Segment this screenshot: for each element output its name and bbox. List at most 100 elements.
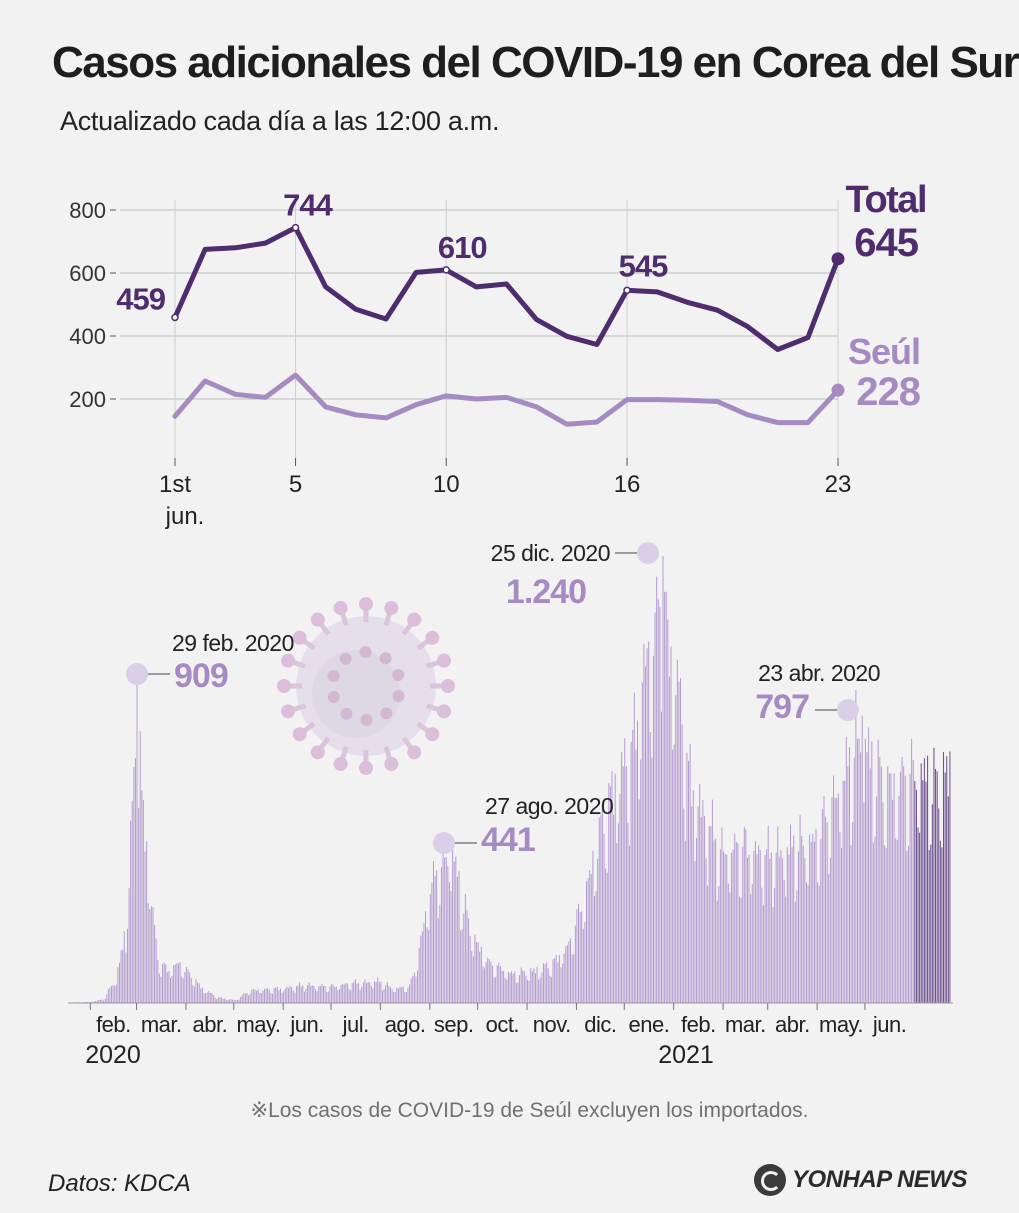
end-point-seoul — [831, 383, 845, 397]
bar — [716, 900, 718, 1003]
bar — [514, 971, 516, 1003]
bar — [283, 991, 285, 1003]
bar — [468, 918, 470, 1003]
bar — [643, 643, 645, 1003]
bar — [624, 738, 626, 1003]
bar — [460, 930, 462, 1003]
month-label: may. — [819, 1012, 863, 1037]
bar — [107, 989, 109, 1003]
bar — [836, 797, 838, 1003]
bar — [337, 990, 339, 1003]
bar — [385, 985, 387, 1003]
top-x-axis: 1st jun. 5 10 16 23 — [159, 200, 851, 530]
bar — [327, 991, 329, 1003]
bar — [746, 857, 748, 1003]
peak-value: 1.240 — [506, 573, 586, 611]
virus-spike-tip — [436, 653, 451, 668]
bar — [150, 906, 152, 1003]
bar — [163, 962, 165, 1003]
bar — [335, 986, 337, 1003]
bar — [547, 968, 549, 1003]
bar — [378, 982, 380, 1003]
bar — [216, 999, 218, 1003]
bar — [224, 998, 226, 1003]
bar — [670, 646, 672, 1003]
y-tick-label: 800 — [69, 198, 106, 223]
bar — [171, 975, 173, 1003]
bar — [203, 993, 205, 1003]
bar — [340, 985, 342, 1003]
bar — [571, 954, 573, 1003]
bar — [453, 861, 455, 1003]
bar — [702, 800, 704, 1003]
bar — [922, 780, 924, 1003]
bar — [509, 973, 511, 1003]
bar — [578, 903, 580, 1003]
bar — [531, 971, 533, 1003]
bar — [665, 591, 667, 1003]
bar — [622, 766, 624, 1003]
bar — [302, 985, 304, 1003]
bar — [243, 993, 245, 1003]
bar — [305, 989, 307, 1003]
bar — [831, 797, 833, 1003]
month-label: may. — [236, 1012, 280, 1037]
bar — [181, 976, 183, 1003]
bar — [794, 901, 796, 1003]
bar — [276, 986, 278, 1003]
bar — [209, 992, 211, 1003]
bar — [104, 998, 106, 1003]
bar — [700, 817, 702, 1003]
bar — [678, 682, 680, 1003]
bar — [821, 809, 823, 1003]
bar — [766, 849, 768, 1003]
bar — [485, 962, 487, 1003]
bar — [477, 942, 479, 1003]
bar — [275, 987, 277, 1003]
bar — [366, 983, 368, 1003]
bar — [436, 870, 438, 1003]
bar — [887, 766, 889, 1003]
bar — [748, 855, 750, 1003]
bar — [308, 982, 310, 1003]
bar — [774, 887, 776, 1003]
bar — [425, 911, 427, 1003]
bar — [582, 928, 584, 1003]
month-label: jun. — [289, 1012, 323, 1037]
bar — [649, 732, 651, 1003]
bar — [418, 947, 420, 1003]
bar — [166, 972, 168, 1003]
bar — [689, 744, 691, 1003]
bar — [219, 997, 221, 1003]
footnote: ※Los casos de COVID-19 de Seúl excluyen … — [250, 1099, 809, 1122]
bar — [434, 876, 436, 1003]
bar — [297, 985, 299, 1003]
bar — [818, 885, 820, 1003]
bar — [134, 757, 136, 1003]
month-label: jun. — [872, 1012, 906, 1037]
bar — [758, 845, 760, 1003]
bar — [179, 961, 181, 1003]
bar — [506, 979, 508, 1003]
bar — [858, 738, 860, 1003]
bar — [265, 988, 267, 1003]
bar — [496, 965, 498, 1003]
bar — [829, 857, 831, 1003]
bar — [675, 695, 677, 1003]
bar — [813, 841, 815, 1003]
month-label: oct. — [486, 1012, 519, 1037]
bar — [621, 752, 623, 1003]
bar — [442, 835, 444, 1003]
virus-dot — [380, 707, 393, 720]
month-label: jul. — [342, 1012, 369, 1037]
bar — [103, 1000, 105, 1003]
bar — [880, 766, 882, 1003]
bar — [268, 989, 270, 1003]
bar — [549, 975, 551, 1003]
bar — [742, 846, 744, 1003]
bar — [338, 989, 340, 1003]
bar — [225, 1000, 227, 1003]
bar — [523, 971, 525, 1003]
bar — [323, 985, 325, 1003]
bar — [855, 689, 857, 1003]
